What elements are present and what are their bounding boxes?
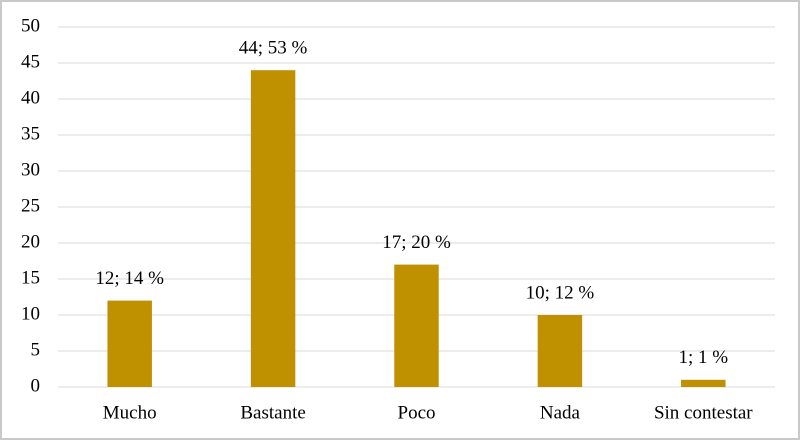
y-tick-label: 20: [21, 231, 40, 252]
bar: [681, 379, 726, 387]
data-label: 12; 14 %: [95, 268, 164, 289]
x-tick-label: Nada: [540, 402, 581, 423]
y-tick-label: 30: [21, 159, 40, 180]
x-tick-label: Mucho: [103, 402, 157, 423]
data-label: 10; 12 %: [526, 282, 595, 303]
bar: [394, 264, 439, 387]
y-tick-label: 50: [21, 15, 40, 36]
data-label: 1; 1 %: [678, 347, 728, 368]
y-tick-label: 0: [31, 375, 41, 396]
bar: [537, 315, 583, 387]
bar: [107, 300, 152, 387]
data-label: 44; 53 %: [239, 38, 308, 59]
y-tick-label: 45: [21, 51, 40, 72]
x-tick-label: Sin contestar: [654, 402, 753, 423]
y-tick-label: 35: [21, 123, 40, 144]
y-tick-label: 15: [21, 267, 40, 288]
data-label: 17; 20 %: [382, 232, 451, 253]
x-tick-label: Bastante: [240, 402, 305, 423]
y-tick-label: 10: [21, 303, 40, 324]
y-tick-label: 25: [21, 195, 40, 216]
y-tick-label: 5: [31, 339, 41, 360]
y-tick-label: 40: [21, 87, 40, 108]
bar: [250, 70, 296, 387]
x-tick-label: Poco: [398, 402, 436, 423]
